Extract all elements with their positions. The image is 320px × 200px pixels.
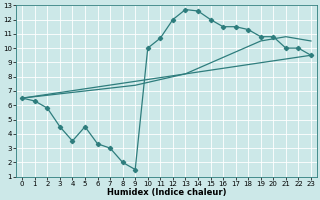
X-axis label: Humidex (Indice chaleur): Humidex (Indice chaleur) bbox=[107, 188, 226, 197]
